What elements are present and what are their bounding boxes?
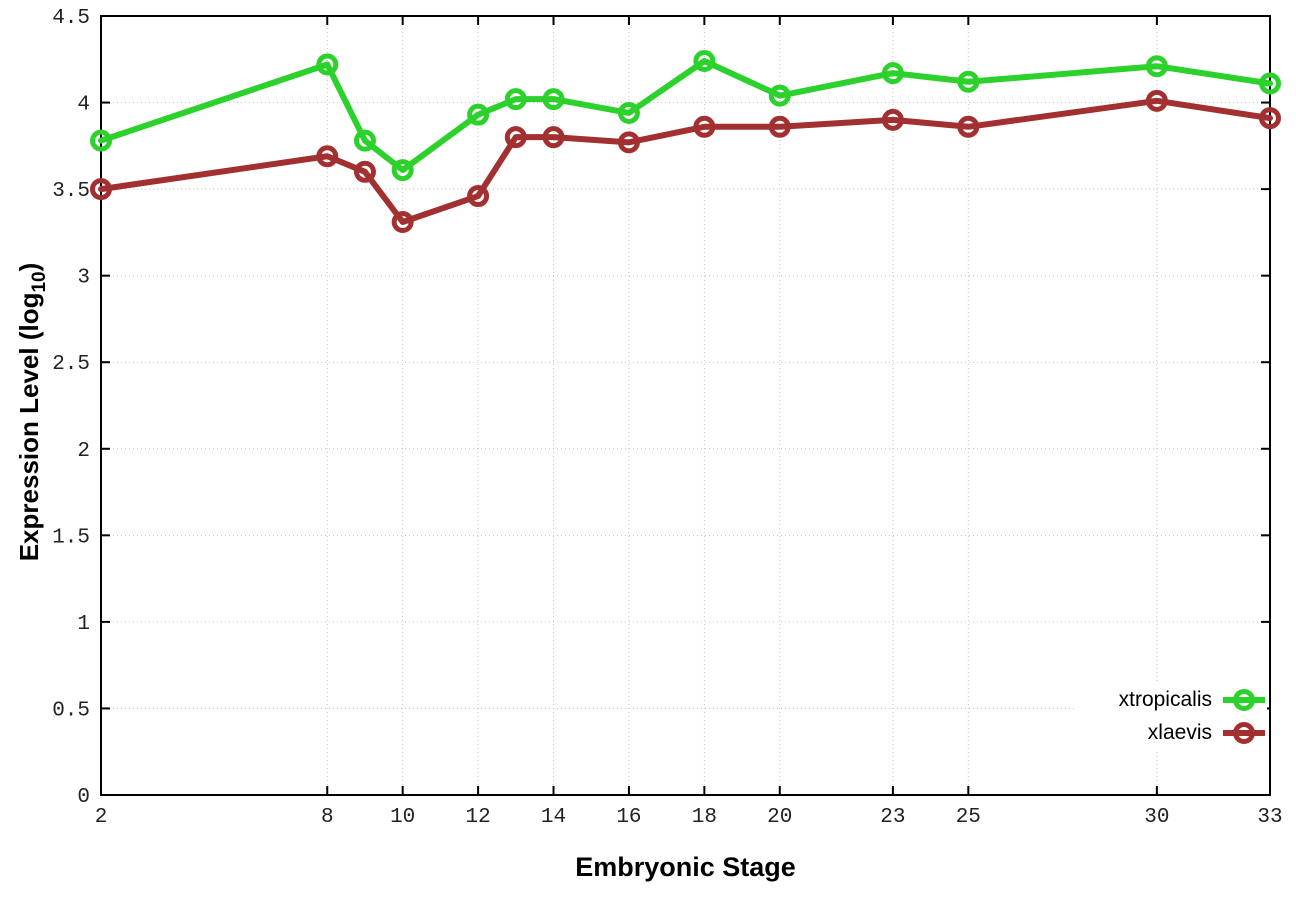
data-point-xtropicalis [1145,55,1168,78]
legend-line-marker-icon [1223,688,1265,711]
legend-label: xtropicalis [1118,687,1212,711]
data-point-xtropicalis [353,129,376,152]
series-line-xlaevis [98,97,1273,226]
y-tick-label: 2.5 [52,353,90,376]
x-tick-label: 23 [880,806,905,829]
data-point-xtropicalis [467,103,490,126]
data-point-xlaevis [542,126,565,149]
data-point-xlaevis [1145,89,1168,112]
data-point-xtropicalis [316,53,339,76]
y-tick-label: 4 [77,94,90,117]
x-tick-label: 33 [1257,806,1282,829]
y-tick-label: 1.5 [52,526,90,549]
data-point-xlaevis [957,115,980,138]
y-axis-title-subscript: 10 [29,271,50,293]
data-point-xtropicalis [768,84,791,107]
data-point-xtropicalis [504,88,527,111]
data-point-xtropicalis [617,101,640,124]
y-axis-title-text: Expression Level (log [14,292,44,562]
series-line-xtropicalis [98,58,1273,174]
x-tick-label: 16 [616,806,641,829]
data-point-xlaevis [693,115,716,138]
x-tick-label: 12 [465,806,490,829]
data-point-xlaevis [90,178,112,201]
data-point-xlaevis [467,185,490,208]
y-tick-label: 0 [77,786,90,809]
data-point-xlaevis [353,160,376,183]
x-tick-label: 20 [767,806,792,829]
data-point-xtropicalis [957,70,980,93]
data-point-xtropicalis [693,50,716,73]
y-axis-title: Expression Level (log10) [13,0,50,862]
data-point-xtropicalis [542,88,565,111]
data-point-xlaevis [617,131,640,154]
legend: xtropicalis xlaevis [1075,683,1267,749]
y-tick-label: 3.5 [52,180,90,203]
y-tick-label: 2 [77,440,90,463]
data-point-xtropicalis [1259,72,1281,95]
data-point-xlaevis [316,145,339,168]
y-tick-label: 0.5 [52,699,90,722]
data-point-xlaevis [768,115,791,138]
x-tick-label: 25 [956,806,981,829]
legend-item-xlaevis: xlaevis [1075,716,1267,749]
x-tick-label: 30 [1144,806,1169,829]
data-point-xlaevis [881,108,904,131]
legend-item-xtropicalis: xtropicalis [1075,683,1267,716]
x-tick-label: 14 [541,806,566,829]
legend-label: xlaevis [1147,720,1212,744]
x-tick-label: 8 [321,806,334,829]
data-point-xtropicalis [881,62,904,85]
x-axis-title: Embryonic Stage [575,852,796,882]
data-point-xlaevis [1259,107,1281,130]
data-point-xlaevis [391,211,414,234]
y-axis-title-close: ) [14,262,44,272]
x-tick-label: 2 [95,806,108,829]
legend-line-marker-icon [1223,721,1265,744]
y-tick-label: 3 [77,267,90,290]
x-tick-label: 18 [692,806,717,829]
data-point-xtropicalis [391,159,414,182]
y-tick-label: 1 [77,613,90,636]
plot-border [100,15,1271,796]
data-point-xlaevis [504,126,527,149]
data-point-xtropicalis [90,129,112,152]
x-tick-label: 10 [390,806,415,829]
y-tick-label: 4.5 [52,7,90,30]
